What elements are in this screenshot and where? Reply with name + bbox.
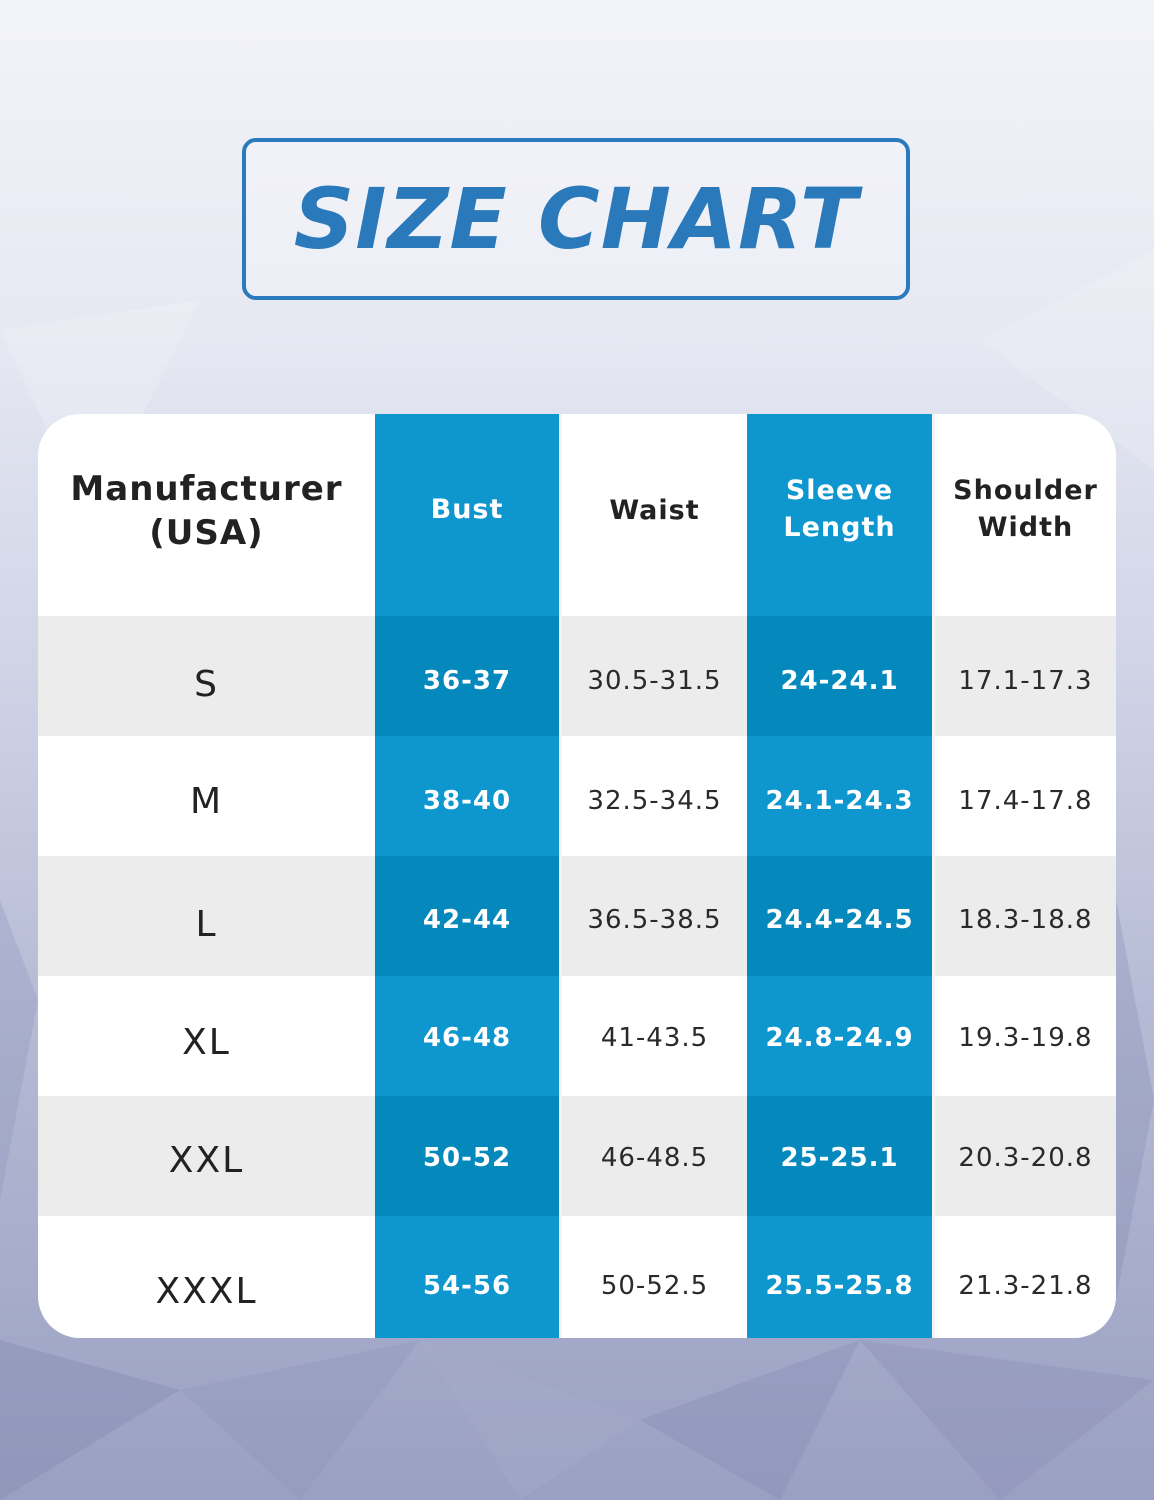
header-bust: Bust: [430, 493, 504, 525]
sleeve-value: 24.1-24.3: [765, 786, 914, 816]
sleeve-column-bg: [747, 414, 932, 1338]
header-manufacturer: Manufacturer (USA): [70, 469, 343, 553]
row-stripe: [38, 616, 1116, 736]
column-divider: [932, 414, 935, 1338]
bust-value: 36-37: [422, 666, 512, 696]
sleeve-value: 25.5-25.8: [765, 1271, 914, 1301]
shoulder-value: 17.4-17.8: [958, 786, 1093, 816]
waist-value: 46-48.5: [600, 1143, 709, 1173]
sleeve-value: 24.8-24.9: [765, 1023, 914, 1053]
shoulder-value: 21.3-21.8: [958, 1271, 1093, 1301]
header-sleeve-length: Sleeve Length: [783, 475, 896, 543]
sleeve-value: 25-25.1: [780, 1143, 899, 1173]
header-waist: Waist: [609, 494, 700, 526]
shoulder-value: 18.3-18.8: [958, 905, 1093, 935]
row-stripe: [38, 856, 1116, 976]
header-shoulder-width: Shoulder Width: [953, 475, 1098, 543]
title-box: SIZE CHART: [242, 138, 910, 300]
size-label: XXXL: [155, 1270, 258, 1312]
bust-value: 54-56: [422, 1271, 512, 1301]
shoulder-value: 17.1-17.3: [958, 666, 1093, 696]
size-table: Manufacturer (USA) Bust Waist Sleeve Lengt…: [38, 414, 1116, 1338]
waist-value: 30.5-31.5: [587, 666, 722, 696]
shoulder-value: 19.3-19.8: [958, 1023, 1093, 1053]
bust-value: 42-44: [422, 905, 512, 935]
shoulder-value: 20.3-20.8: [958, 1143, 1093, 1173]
page-title: SIZE CHART: [293, 170, 859, 268]
size-label: S: [194, 663, 219, 705]
size-label: XL: [182, 1021, 231, 1063]
bust-value: 50-52: [422, 1143, 512, 1173]
column-divider: [559, 414, 562, 1338]
waist-value: 36.5-38.5: [587, 905, 722, 935]
row-stripe: [38, 1096, 1116, 1216]
bust-value: 46-48: [422, 1023, 512, 1053]
waist-value: 32.5-34.5: [587, 786, 722, 816]
size-label: M: [189, 780, 224, 822]
waist-value: 41-43.5: [600, 1023, 709, 1053]
bust-column-bg: [375, 414, 559, 1338]
sleeve-value: 24.4-24.5: [765, 905, 914, 935]
size-label: XXL: [168, 1139, 245, 1181]
bust-value: 38-40: [422, 786, 512, 816]
sleeve-value: 24-24.1: [780, 666, 899, 696]
size-label: L: [195, 903, 218, 945]
waist-value: 50-52.5: [600, 1271, 709, 1301]
